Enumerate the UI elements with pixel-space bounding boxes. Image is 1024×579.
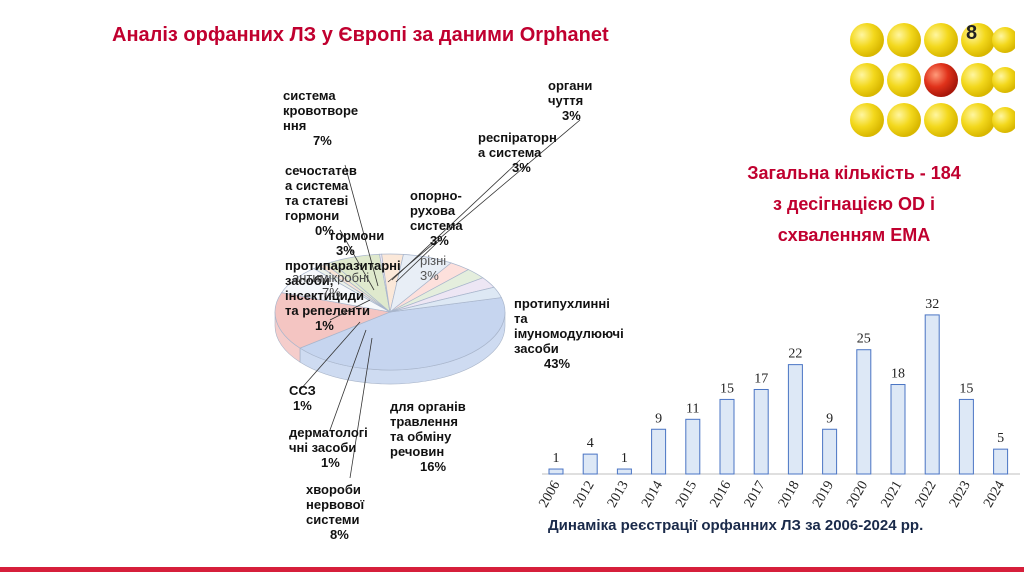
bar-value-label: 32 [925,297,939,312]
pie-label-musculoskeletal: опорно- рухова система 3% [410,188,463,248]
bar [856,349,872,475]
bar [958,398,974,475]
pie-label-hormones: гормони 3% [330,228,385,258]
pie-chart-area: система кровотворе ння 7% органи чуття 3% … [274,78,624,542]
leader-line [329,299,371,321]
bar [548,468,564,475]
bar-value-label: 25 [857,332,871,347]
yellow-ball-icon [961,63,995,97]
yellow-ball-icon [850,63,884,97]
bar [719,398,735,475]
pie-chart [274,119,581,479]
x-tick-label: 2017 [742,479,769,511]
pie-slice [389,286,502,313]
x-tick-label: 2014 [639,479,666,511]
yellow-ball-icon [961,23,995,57]
bar-value-label: 1 [553,451,560,466]
bar [651,428,667,475]
yellow-ball-icon [887,23,921,57]
yellow-ball-icon [992,67,1015,93]
leader-line [339,229,375,291]
pie-label-nervous: хвороби нервової системи 8% [306,482,365,542]
bar-value-label: 15 [959,381,973,396]
bar-value-label: 9 [826,411,833,426]
slide-title: Аналіз орфанних ЛЗ у Європі за даними Or… [112,24,609,46]
bar [822,428,838,475]
x-tick-label: 2016 [707,479,734,511]
bar-value-label: 4 [587,436,594,451]
pie-slice [274,292,392,349]
leader-line [395,239,441,283]
yellow-ball-icon [924,23,958,57]
x-tick-label: 2023 [947,479,974,511]
bar-value-label: 22 [788,347,802,362]
pie-label-dermatology: дерматологі чні засоби 1% [289,425,368,470]
leader-line [344,164,379,287]
yellow-ball-icon [850,103,884,137]
x-tick-label: 2021 [878,479,905,511]
bar [616,468,632,475]
leader-line [387,119,581,283]
x-tick-label: 2006 [536,479,563,511]
x-tick-label: 2013 [605,479,632,511]
leader-line [299,321,361,391]
bar [890,384,906,475]
pie-label-respiratory: респіраторн а система 3% [478,130,557,175]
bar-value-label: 11 [686,401,699,416]
leader-line [329,329,367,431]
bar-value-label: 15 [720,381,734,396]
bar-chart-caption: Динаміка реєстрації орфанних ЛЗ за 2006-… [548,517,924,534]
leader-line [349,337,373,479]
yellow-ball-icon [924,103,958,137]
bar-value-label: 18 [891,367,905,382]
pie-label-oncology: протипухлинні та імуномодулюючі засоби 43… [514,296,624,371]
pie-label-antiparasitic: протипаразитарні засоби, інсектициди та … [285,258,401,333]
bar [685,418,701,475]
yellow-ball-icon [992,107,1015,133]
x-tick-label: 2024 [981,478,1008,510]
pie-label-cvs: ССЗ 1% [289,383,316,413]
pie-label-senses: органи чуття 3% [548,78,593,123]
pie-label-antimicrobial: антимікробні 7% [292,270,370,300]
x-tick-label: 2018 [776,479,803,511]
yellow-balls-decoration [850,23,1015,137]
x-tick-label: 2015 [673,479,700,511]
yellow-ball-icon [961,103,995,137]
x-tick-label: 2022 [913,479,940,511]
bar-value-label: 5 [997,431,1004,446]
x-tick-label: 2019 [810,479,837,511]
yellow-ball-icon [887,103,921,137]
bar [582,453,598,475]
x-tick-label: 2012 [571,479,598,511]
bar-value-label: 17 [754,371,768,386]
yellow-ball-icon [850,23,884,57]
bar-value-label: 9 [655,411,662,426]
pie-label-various: різні 3% [420,253,447,283]
pie-slice [299,297,506,371]
bar [993,448,1009,475]
page-number: 8 [966,22,978,44]
bar-value-label: 1 [621,451,628,466]
pie-label-blood: система кровотворе ння 7% [283,88,359,148]
bottom-accent-bar [0,567,1024,572]
yellow-ball-icon [992,27,1015,53]
bar-chart: 1 2006 4 2012 1 2013 9 2014 11 2015 15 2016 17 2017 22… [536,297,1020,511]
pie-label-digestive: для органів травлення та обміну речовин 1… [390,399,466,474]
bar [753,388,769,475]
red-ball-icon [924,63,958,97]
yellow-ball-icon [887,63,921,97]
pie-label-urogenital: сечостатев а система та статеві гормони 0… [285,163,357,238]
summary-text: Загальна кількість - 184 з десігнацією O… [747,163,961,245]
x-tick-label: 2020 [844,479,871,511]
leader-line [391,159,521,281]
bar [787,364,803,475]
bar [924,314,940,475]
